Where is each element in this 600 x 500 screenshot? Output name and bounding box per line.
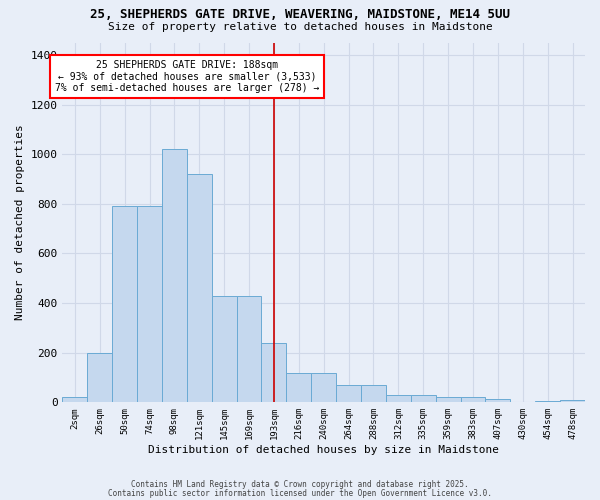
Bar [262, 343, 286, 402]
Bar [137, 206, 162, 402]
Bar [162, 149, 187, 403]
Text: Contains HM Land Registry data © Crown copyright and database right 2025.: Contains HM Land Registry data © Crown c… [131, 480, 469, 489]
X-axis label: Distribution of detached houses by size in Maidstone: Distribution of detached houses by size … [148, 445, 499, 455]
Bar [535, 401, 560, 402]
Text: 25 SHEPHERDS GATE DRIVE: 188sqm
← 93% of detached houses are smaller (3,533)
7% : 25 SHEPHERDS GATE DRIVE: 188sqm ← 93% of… [55, 60, 319, 93]
Bar [187, 174, 212, 402]
Bar [436, 398, 461, 402]
Bar [236, 296, 262, 403]
Bar [336, 385, 361, 402]
Bar [112, 206, 137, 402]
Bar [461, 398, 485, 402]
Bar [212, 296, 236, 403]
Text: Size of property relative to detached houses in Maidstone: Size of property relative to detached ho… [107, 22, 493, 32]
Bar [361, 385, 386, 402]
Bar [311, 372, 336, 402]
Text: 25, SHEPHERDS GATE DRIVE, WEAVERING, MAIDSTONE, ME14 5UU: 25, SHEPHERDS GATE DRIVE, WEAVERING, MAI… [90, 8, 510, 20]
Bar [386, 395, 411, 402]
Bar [560, 400, 585, 402]
Bar [62, 398, 88, 402]
Bar [411, 395, 436, 402]
Bar [286, 372, 311, 402]
Y-axis label: Number of detached properties: Number of detached properties [15, 124, 25, 320]
Text: Contains public sector information licensed under the Open Government Licence v3: Contains public sector information licen… [108, 489, 492, 498]
Bar [485, 398, 511, 402]
Bar [88, 352, 112, 403]
